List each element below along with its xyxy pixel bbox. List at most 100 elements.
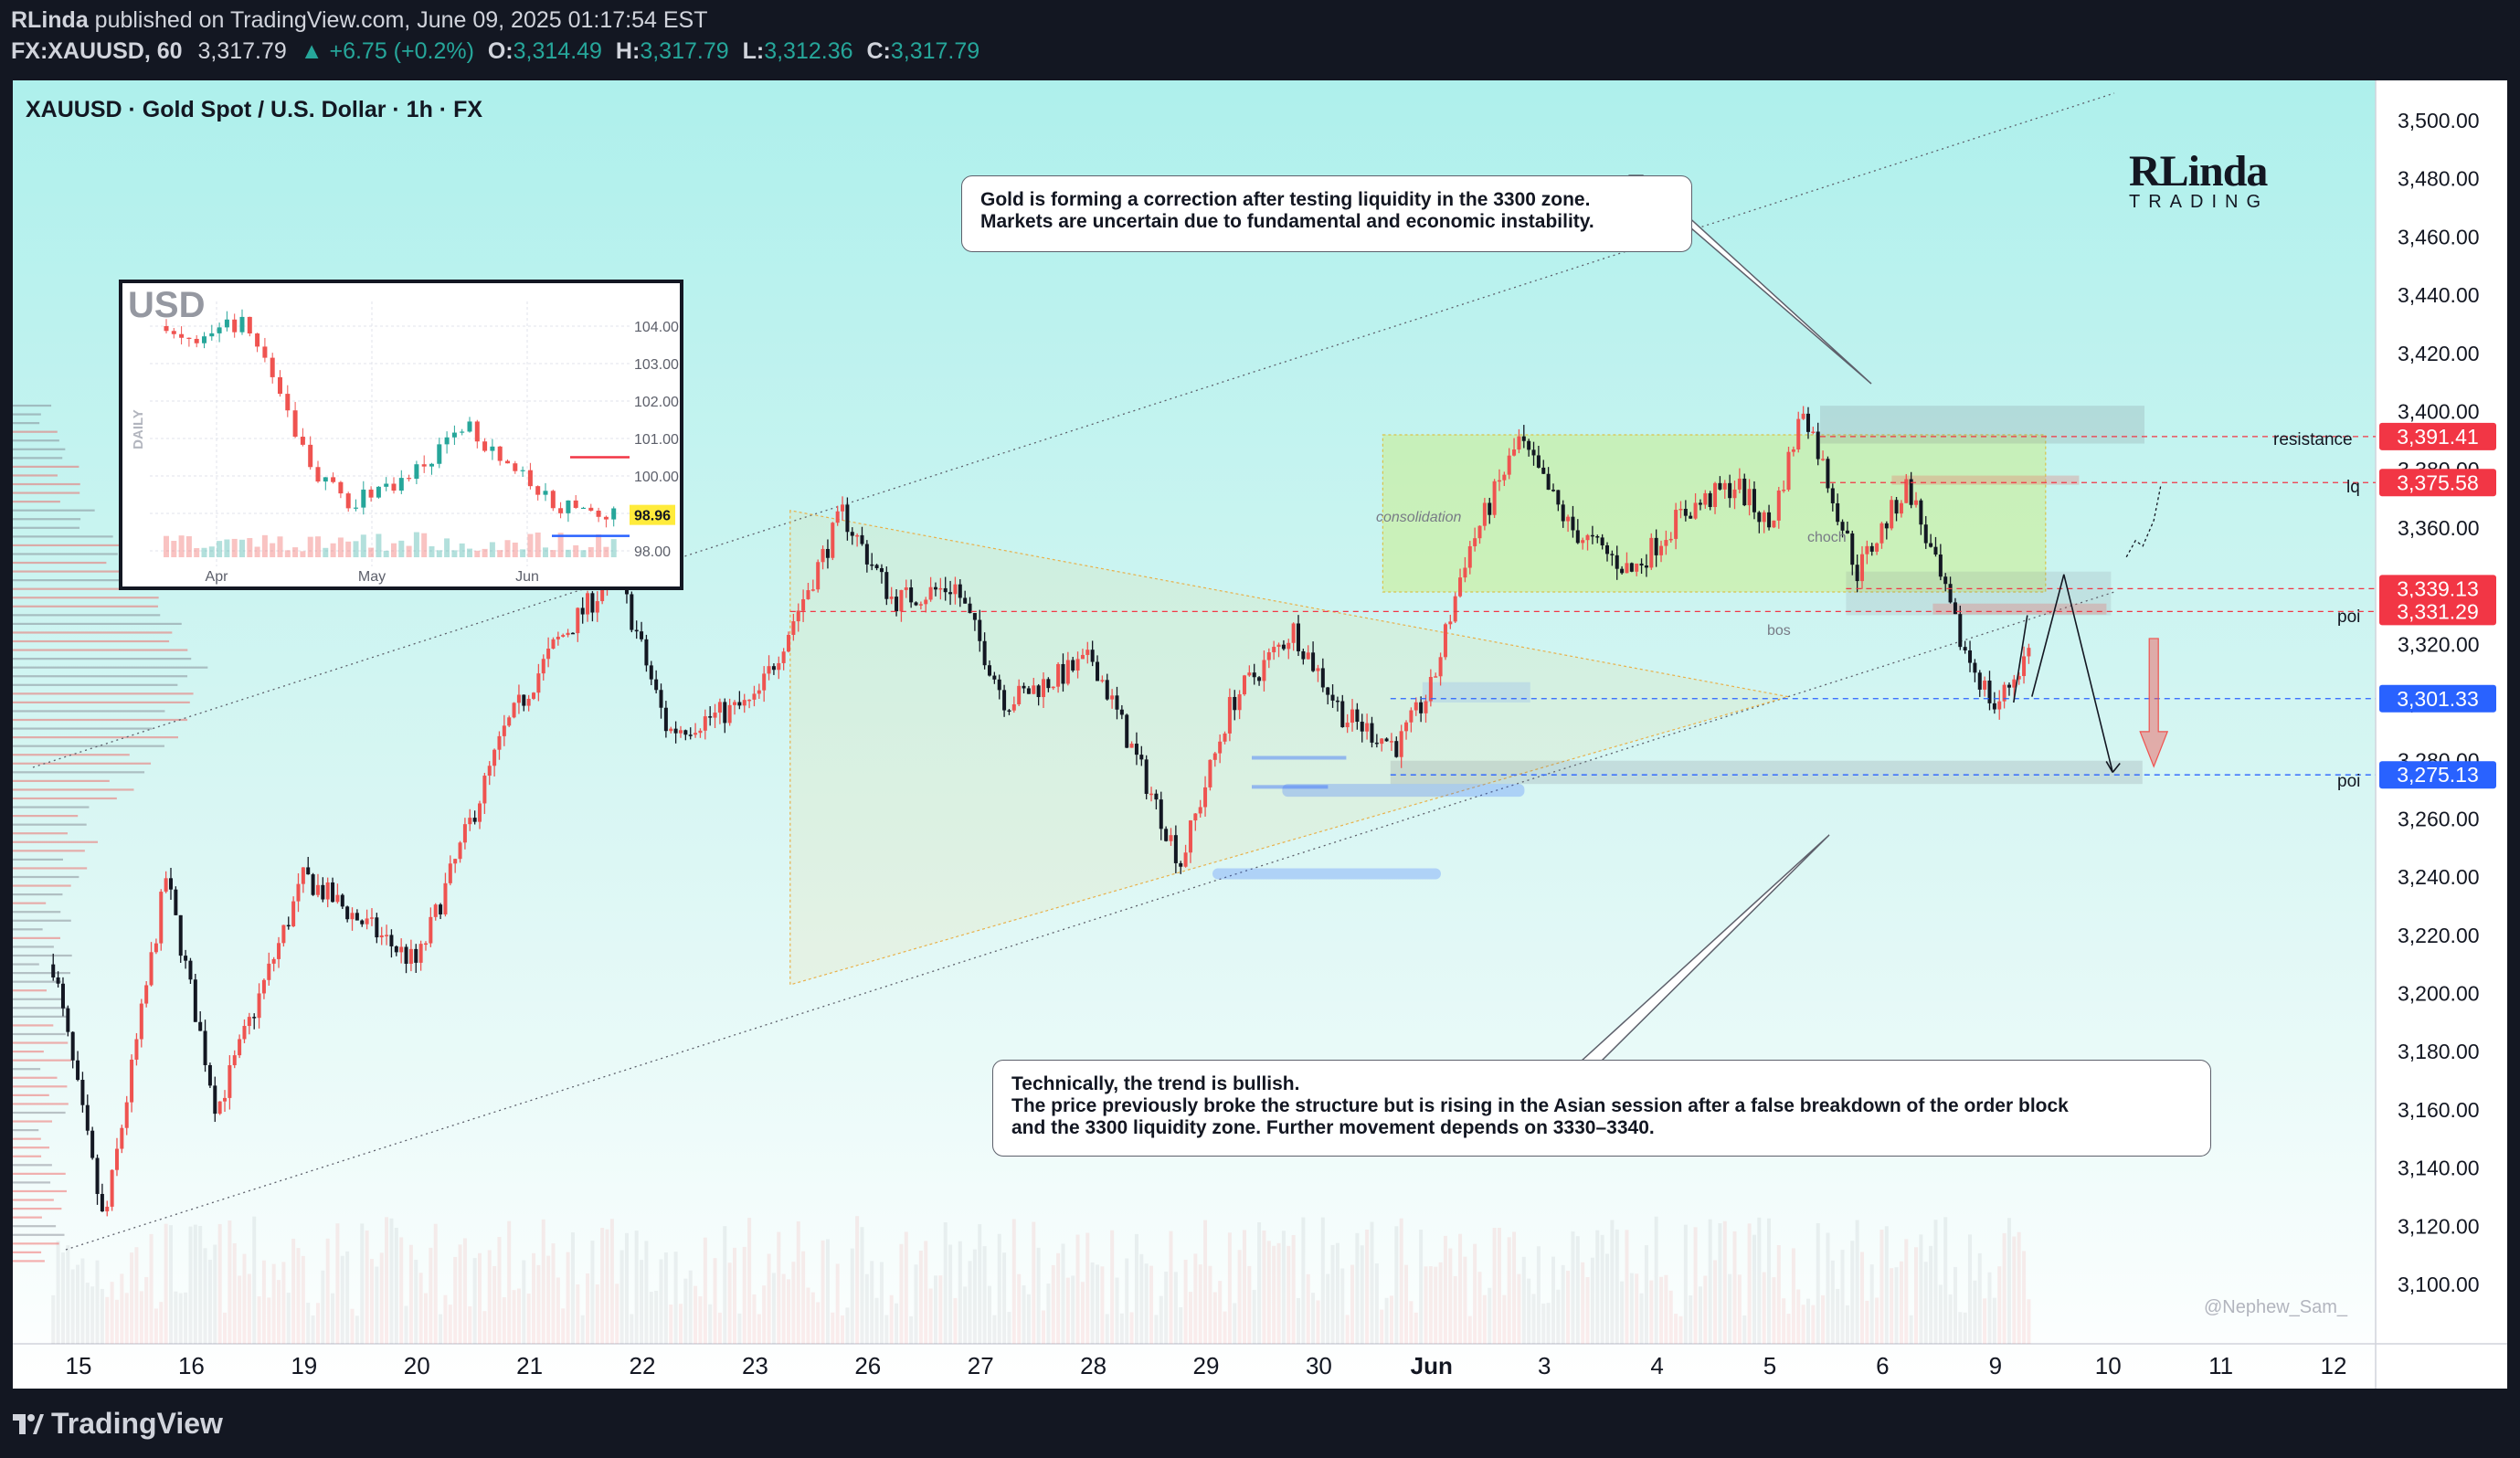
candle-body: [130, 1059, 134, 1103]
volume-bar: [1933, 1220, 1938, 1344]
time-scale[interactable]: 15 16 19 20 21 22 23 26 27 28 29 30 Jun 3 4 5 6 9 10 11 12: [66, 1352, 2347, 1379]
candle-body: [1399, 731, 1403, 757]
inset-price-tick: 102.00: [634, 395, 679, 410]
volume-bar: [1923, 1262, 1928, 1344]
volume-bar: [1556, 1289, 1561, 1344]
callout-bottom[interactable]: Technically, the trend is bullish. The p…: [992, 1060, 2211, 1157]
volume-bar: [1488, 1287, 1492, 1344]
profile-bar: [13, 1251, 42, 1253]
time-tick: 27: [968, 1352, 994, 1379]
candle-body: [698, 730, 703, 734]
inset-candle-body: [596, 510, 601, 517]
inset-volume-bar: [217, 541, 223, 557]
candle-body: [767, 666, 771, 674]
candles-layer: [51, 406, 2031, 1217]
volume-bar: [217, 1223, 222, 1344]
candle-body: [1757, 512, 1762, 523]
candle-body: [365, 918, 369, 924]
volume-bar: [703, 1237, 707, 1344]
volume-bar: [1212, 1292, 1217, 1344]
candle-body: [928, 586, 933, 600]
volume-bar: [1860, 1252, 1865, 1344]
candle-body: [909, 587, 914, 603]
candle-body: [855, 534, 860, 537]
volume-bar: [1463, 1256, 1467, 1344]
candle-body: [1879, 523, 1884, 544]
candle-body: [502, 725, 506, 736]
candle-body: [439, 904, 443, 914]
profile-bar: [13, 614, 161, 617]
candle-body: [649, 665, 653, 680]
candle-body: [1453, 596, 1457, 622]
publisher-name[interactable]: RLinda: [11, 7, 89, 33]
volume-bar: [821, 1240, 825, 1344]
candle-body: [1159, 799, 1163, 829]
profile-bar: [13, 413, 41, 416]
volume-bar: [1977, 1252, 1982, 1344]
inset-candle-body: [315, 467, 321, 482]
candle-body: [497, 735, 502, 750]
volume-bar: [306, 1303, 311, 1344]
inset-candle-body: [558, 508, 564, 513]
volume-bar: [791, 1262, 796, 1344]
time-tick: 20: [404, 1352, 430, 1379]
candle-body: [1017, 685, 1022, 704]
inset-volume-bar: [292, 547, 299, 557]
candle-body: [933, 586, 937, 590]
volume-bar: [713, 1258, 717, 1344]
volume-bar: [1438, 1262, 1443, 1344]
volume-bar: [825, 1239, 830, 1344]
profile-bar: [13, 779, 110, 782]
volume-bar: [1134, 1233, 1138, 1344]
candle-body: [556, 637, 560, 639]
volume-bar: [408, 1244, 413, 1344]
candle-body: [1615, 555, 1619, 569]
profile-bar: [13, 639, 170, 643]
volume-bar: [2017, 1231, 2021, 1344]
candle-body: [458, 842, 462, 860]
candle-body: [1884, 523, 1889, 529]
candle-body: [124, 1102, 129, 1128]
candle-body: [1590, 534, 1594, 537]
volume-bar: [1879, 1230, 1884, 1344]
candle-body: [80, 1080, 85, 1105]
inset-candle-body: [354, 507, 358, 509]
volume-bar: [1840, 1250, 1845, 1344]
profile-bar: [13, 1199, 54, 1201]
inset-volume-bar: [603, 546, 609, 557]
profile-bar: [13, 570, 125, 573]
volume-bar: [1561, 1264, 1565, 1344]
volume-bar: [1865, 1300, 1869, 1344]
candle-body: [801, 598, 806, 611]
volume-bar: [335, 1223, 340, 1344]
volume-bar: [207, 1259, 212, 1344]
inset-candle-body: [407, 478, 412, 480]
volume-bar: [95, 1260, 100, 1344]
tradingview-logo[interactable]: TradingView: [13, 1407, 223, 1441]
profile-bar: [13, 832, 68, 835]
profile-bar: [13, 526, 80, 529]
volume-bar: [1262, 1230, 1266, 1344]
inset-volume-bar: [527, 534, 534, 557]
candle-body: [918, 604, 923, 606]
candle-body: [56, 977, 60, 984]
callout-top[interactable]: Gold is forming a correction after testi…: [961, 175, 1692, 252]
volume-bar: [762, 1285, 767, 1344]
volume-bar: [301, 1255, 305, 1344]
candle-body: [968, 603, 972, 614]
volume-bar: [972, 1249, 977, 1344]
inset-volume-bar: [421, 533, 428, 557]
candle-body: [1536, 455, 1541, 468]
volume-bar: [566, 1252, 570, 1344]
poi-lower-zone: [1390, 760, 2143, 785]
candle-body: [340, 894, 344, 907]
volume-bar: [1497, 1227, 1501, 1344]
profile-bar: [13, 989, 48, 992]
profile-bar: [13, 457, 63, 460]
candle-body: [958, 584, 962, 598]
volume-bar: [1316, 1300, 1320, 1344]
chart-area[interactable]: 3,500.00 3,480.00 3,460.00 3,440.00 3,420.00…: [13, 80, 2507, 1389]
main-chart[interactable]: 3,500.00 3,480.00 3,460.00 3,440.00 3,420.00…: [13, 80, 2507, 1389]
volume-bar: [914, 1264, 918, 1344]
volume-bar: [982, 1246, 987, 1344]
